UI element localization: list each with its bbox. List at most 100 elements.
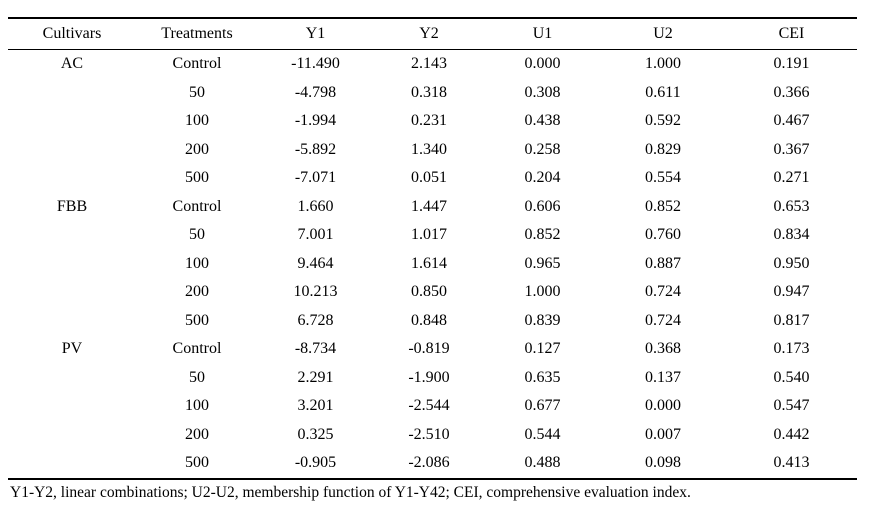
cultivar-cell [8,107,136,136]
table-row: 500 6.728 0.848 0.839 0.724 0.817 [8,307,857,336]
value-cell: 0.137 [645,368,681,386]
value-cell: 0.098 [645,454,681,472]
value-cell: 0.258 [524,140,561,158]
value-cell: 0.554 [645,169,681,187]
value-cell: 9.464 [297,254,334,272]
table-row: 100 -1.994 0.231 0.438 0.592 0.467 [8,107,857,136]
value-cell: 0.438 [524,112,561,130]
value-cell: 0.724 [645,311,681,329]
cultivar-cell [8,421,136,450]
value-cell: 0.544 [524,425,561,443]
value-cell: 0.191 [773,55,810,73]
value-cell: 2.143 [411,55,447,73]
table-row: 200 -5.892 1.340 0.258 0.829 0.367 [8,136,857,165]
value-cell: -11.490 [291,55,340,73]
value-cell: 0.817 [773,311,810,329]
value-cell: 0.834 [773,226,810,244]
value-cell: 0.760 [645,226,681,244]
value-cell: 0.653 [773,197,810,215]
column-header-cultivars: Cultivars [42,25,102,42]
cultivar-cell: FBB [56,197,88,215]
value-cell: 0.007 [645,425,681,443]
value-cell: 0.442 [773,425,810,443]
table-row: 500 -0.905 -2.086 0.488 0.098 0.413 [8,449,857,479]
value-cell: 7.001 [297,226,334,244]
cultivar-cell [8,364,136,393]
value-cell: 0.965 [524,254,561,272]
value-cell: 0.231 [411,112,447,130]
value-cell: -0.905 [294,454,337,472]
value-cell: -1.900 [408,368,450,386]
value-cell: 0.204 [524,169,561,187]
value-cell: 0.000 [524,55,561,73]
value-cell: 0.611 [645,83,681,101]
cultivar-cell [8,250,136,279]
table-row: AC Control -11.490 2.143 0.000 1.000 0.191 [8,50,857,79]
value-cell: -2.544 [408,397,450,415]
cultivar-cell [8,278,136,307]
value-cell: 0.839 [524,311,561,329]
value-cell: 6.728 [297,311,334,329]
treatment-cell: 100 [185,112,209,130]
value-cell: 0.848 [411,311,447,329]
value-cell: 1.447 [411,197,447,215]
table-row: 50 -4.798 0.318 0.308 0.611 0.366 [8,79,857,108]
treatment-cell: 100 [185,397,209,415]
value-cell: -5.892 [294,140,337,158]
column-header-cei: CEI [778,25,805,42]
value-cell: 0.950 [773,254,810,272]
value-cell: 0.325 [297,425,334,443]
table-row: 50 2.291 -1.900 0.635 0.137 0.540 [8,364,857,393]
value-cell: 0.368 [645,340,681,358]
value-cell: 0.051 [411,169,447,187]
value-cell: 0.947 [773,283,810,301]
treatment-cell: Control [172,55,222,73]
column-header-y2: Y2 [419,25,439,42]
table-row: 100 3.201 -2.544 0.677 0.000 0.547 [8,392,857,421]
value-cell: 1.017 [411,226,447,244]
treatment-cell: 50 [189,368,205,386]
value-cell: 0.852 [645,197,681,215]
column-header-u1: U1 [532,25,553,42]
table-row: FBB Control 1.660 1.447 0.606 0.852 0.653 [8,193,857,222]
treatment-cell: Control [172,197,222,215]
value-cell: 0.127 [524,340,561,358]
treatment-cell: 200 [185,283,209,301]
value-cell: -0.819 [408,340,450,358]
value-cell: 1.000 [524,283,561,301]
table-row: PV Control -8.734 -0.819 0.127 0.368 0.173 [8,335,857,364]
cultivar-cell: PV [61,340,83,358]
value-cell: 0.635 [524,368,561,386]
value-cell: 0.467 [773,112,810,130]
table-row: 200 10.213 0.850 1.000 0.724 0.947 [8,278,857,307]
treatment-cell: Control [172,340,222,358]
value-cell: 3.201 [297,397,334,415]
value-cell: -7.071 [294,169,337,187]
value-cell: 0.000 [645,397,681,415]
value-cell: 0.887 [645,254,681,272]
value-cell: 0.308 [524,83,561,101]
treatment-cell: 100 [185,254,209,272]
value-cell: -2.086 [408,454,450,472]
cultivar-cell [8,307,136,336]
table-row: 50 7.001 1.017 0.852 0.760 0.834 [8,221,857,250]
value-cell: 0.488 [524,454,561,472]
cultivar-cell [8,392,136,421]
column-header-y1: Y1 [305,25,326,42]
table-footnote: Y1-Y2, linear combinations; U2-U2, membe… [10,483,691,501]
value-cell: 0.413 [773,454,810,472]
column-header-treatments: Treatments [161,25,233,42]
table-row: 500 -7.071 0.051 0.204 0.554 0.271 [8,164,857,193]
value-cell: 0.173 [773,340,810,358]
value-cell: 0.547 [773,397,810,415]
value-cell: 0.852 [524,226,561,244]
value-cell: 0.724 [645,283,681,301]
treatment-cell: 500 [185,454,209,472]
value-cell: -4.798 [294,83,337,101]
cultivar-cell: AC [60,55,84,73]
value-cell: 1.660 [297,197,334,215]
cultivar-cell [8,136,136,165]
value-cell: 1.614 [411,254,447,272]
value-cell: 0.829 [645,140,681,158]
